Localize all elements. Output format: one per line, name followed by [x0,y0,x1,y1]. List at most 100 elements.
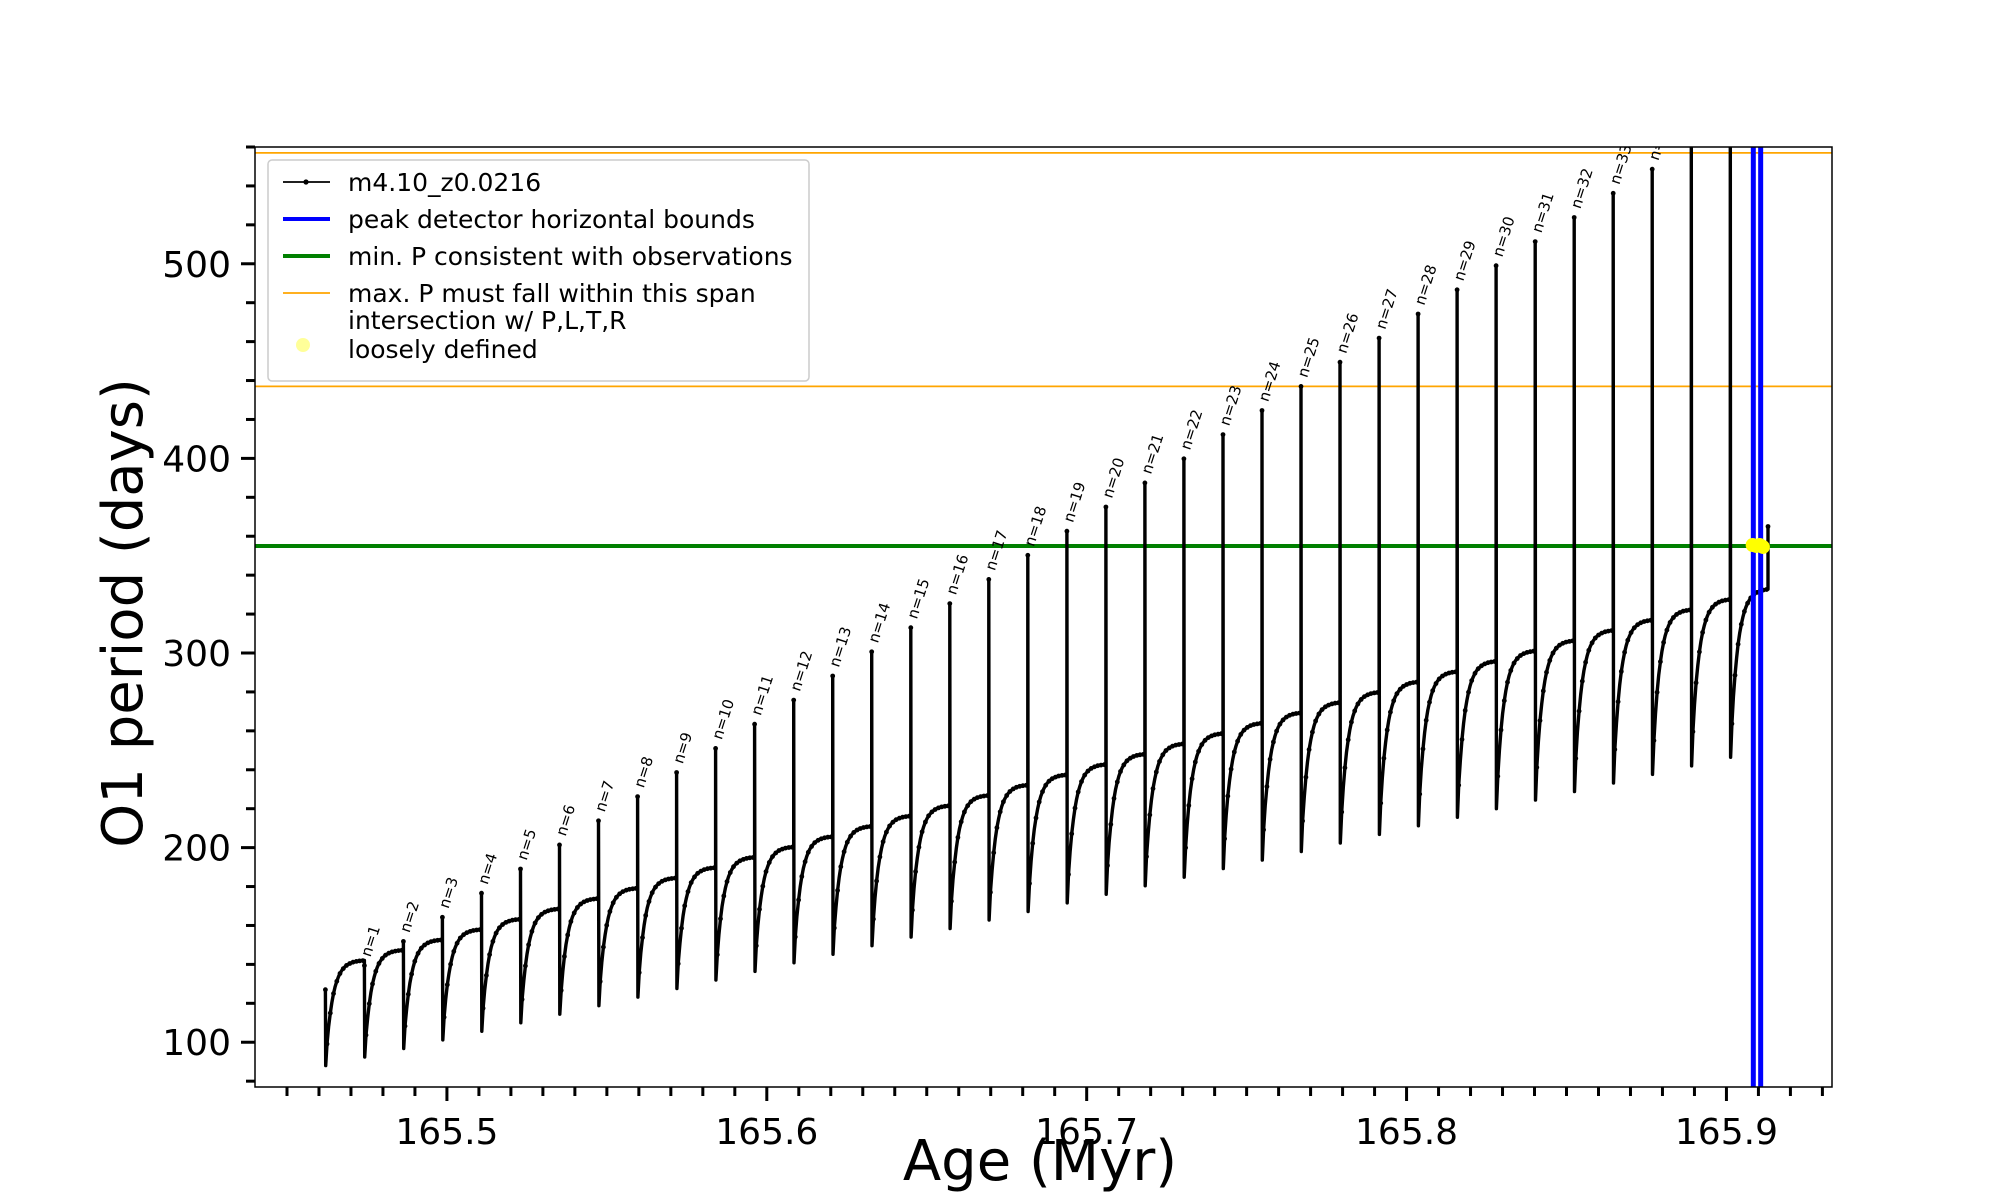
pulse-label: n=28 [1411,263,1441,308]
data-point [571,910,577,916]
data-point [370,981,375,987]
data-point [1394,691,1400,697]
data-point [675,961,681,967]
data-point [327,1010,333,1016]
data-point [366,1001,372,1007]
data-point [373,968,379,974]
pulse-label: n=26 [1333,311,1363,356]
data-point [1738,621,1744,627]
data-point [1693,680,1699,686]
data-point [1553,645,1559,651]
y-tick-label: 500 [162,245,231,286]
data-point [440,914,445,920]
data-point [1231,749,1237,755]
data-point [1729,721,1735,727]
pulse-label: n=36 [1723,69,1753,114]
data-point [1235,738,1240,744]
data-point [1186,803,1192,808]
pulse-label: n=21 [1138,431,1168,476]
data-point [1033,815,1039,821]
data-point [575,905,580,910]
pulse-label: n=29 [1450,238,1480,283]
data-point [1300,818,1305,824]
data-point [988,889,993,895]
data-point [418,945,424,951]
data-point [340,966,346,971]
data-point [1027,881,1032,886]
y-tick-label: 400 [162,439,231,480]
data-point [874,878,879,884]
data-point [323,987,328,993]
data-point [750,855,756,860]
data-point [1030,840,1036,846]
data-point [1397,686,1403,692]
data-point [1336,700,1341,706]
pulse-label: n=11 [747,673,777,718]
x-axis-title: Age (Myr) [903,1129,1177,1194]
legend-label: min. P consistent with observations [348,242,793,271]
data-point [1532,239,1538,245]
data-point [1710,604,1715,610]
data-point [1004,793,1010,798]
data-point [880,839,886,845]
data-point [831,925,837,931]
data-point [1547,658,1553,663]
data-point [1576,708,1582,714]
x-tick-label: 165.6 [715,1112,818,1153]
data-point [643,913,649,918]
data-point [529,929,535,934]
data-point [945,803,951,809]
data-point [991,850,997,856]
data-point [844,839,850,845]
data-point [1316,711,1322,717]
data-point [791,697,797,703]
data-point [1732,672,1738,678]
data-point [1064,528,1070,534]
legend-label: intersection w/ P,L,T,R [348,306,627,335]
data-point [1469,678,1475,683]
data-point [1459,737,1465,742]
data-point [1492,659,1497,664]
data-point [1153,769,1159,775]
data-point [1267,756,1273,762]
data-point [441,1014,447,1020]
data-point [1671,615,1676,620]
data-point [1082,772,1088,778]
data-point [1001,799,1006,805]
data-point [1540,688,1546,694]
pulse-label: n=2 [396,899,423,935]
data-point [1514,656,1520,661]
data-point [1472,670,1478,676]
data-point [363,1032,369,1038]
y-axis-title: O1 period (days) [91,378,156,848]
data-point [1625,637,1631,643]
pulse-label: n=19 [1060,480,1090,525]
data-point [399,947,405,953]
data-point [1313,718,1318,724]
legend-label: max. P must fall within this span [348,279,756,308]
data-point [415,950,421,956]
pulse-label: n=6 [552,802,579,838]
data-point [480,1005,486,1011]
pulse-label: n=8 [630,754,657,790]
data-point [523,963,528,969]
data-point [1436,676,1442,682]
data-point [1023,782,1029,788]
data-point [1101,762,1107,768]
data-point [1259,408,1265,413]
data-point [906,813,912,819]
data-point [910,907,915,913]
pulse-label: n=20 [1099,456,1129,501]
data-point [1728,119,1733,124]
data-point [1274,728,1279,734]
data-point [763,869,769,874]
data-point [479,890,484,896]
data-point [1378,800,1384,806]
data-point [1140,752,1146,757]
data-point [1648,617,1653,623]
data-point [649,890,655,896]
data-point [1745,600,1750,606]
data-point [1505,679,1510,685]
data-point [841,849,847,855]
data-point [633,886,639,891]
